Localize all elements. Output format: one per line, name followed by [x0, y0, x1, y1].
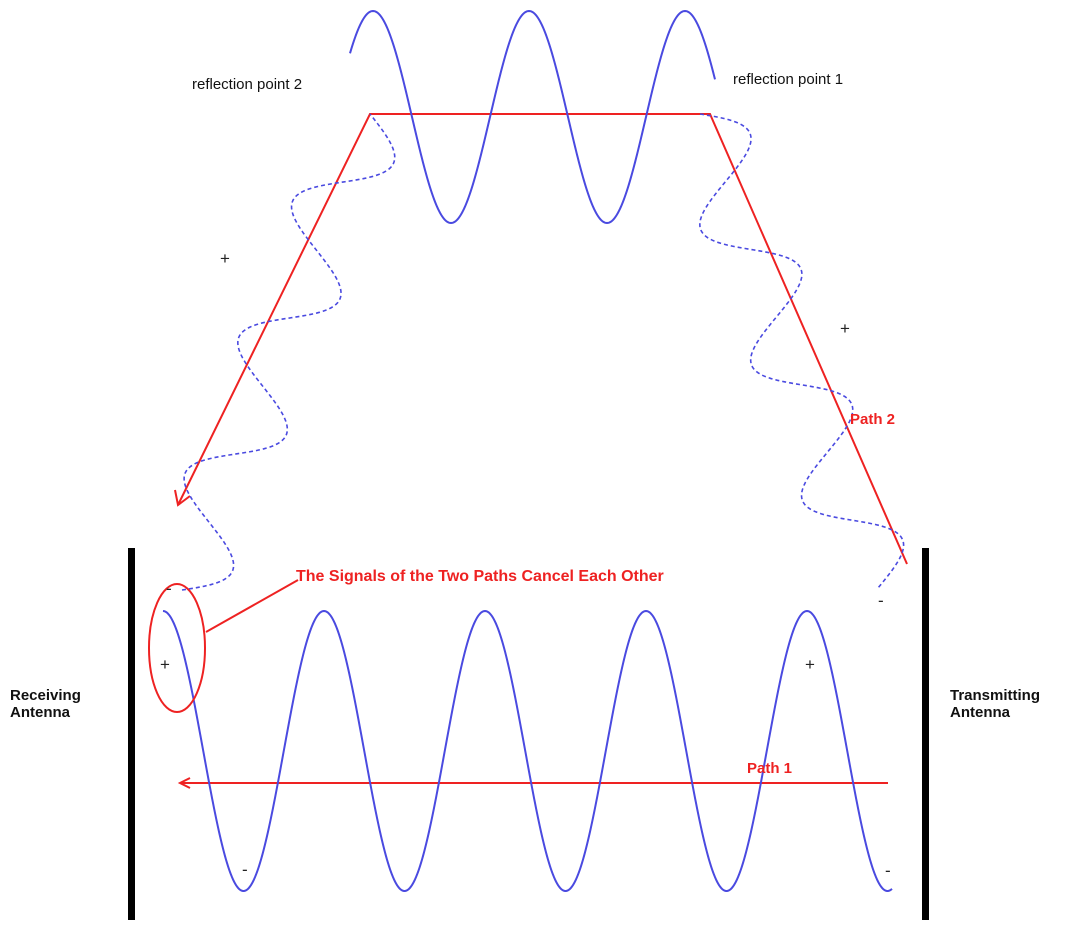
callout-line	[205, 579, 299, 633]
reflection-point-1-label: reflection point 1	[733, 71, 844, 88]
reflection-point-2-label: reflection point 2	[192, 76, 303, 93]
minus-sign-direct-end: -	[242, 860, 248, 879]
transmitting-antenna-label: Transmitting Antenna	[950, 687, 1041, 721]
path-1-arrowhead	[177, 777, 191, 789]
plus-sign-reflected-right: +	[840, 319, 850, 338]
reflected-wave-falling-leg	[699, 113, 905, 589]
minus-sign-reflected-end: -	[166, 579, 172, 598]
direct-path-wave	[162, 609, 893, 892]
reflected-wave-rising-leg	[181, 113, 396, 591]
minus-sign-direct-start: -	[885, 861, 891, 880]
plus-sign-direct-start: +	[805, 655, 815, 674]
transmitting-antenna-bar	[922, 548, 929, 920]
minus-sign-reflected-start: -	[878, 591, 884, 610]
path-1-label: Path 1	[747, 760, 793, 777]
plus-sign-direct-end: +	[160, 655, 170, 674]
path-2-label: Path 2	[850, 411, 896, 428]
cancel-note-label: The Signals of the Two Paths Cancel Each…	[296, 568, 664, 585]
receiving-antenna-label: Receiving Antenna	[10, 687, 81, 721]
path-2-line	[177, 113, 908, 565]
reflected-wave-top-leg	[349, 9, 716, 225]
cancellation-ellipse	[148, 583, 206, 713]
plus-sign-reflected-left: +	[220, 249, 230, 268]
path-2-arrowhead	[174, 489, 191, 507]
receiving-antenna-bar	[128, 548, 135, 920]
